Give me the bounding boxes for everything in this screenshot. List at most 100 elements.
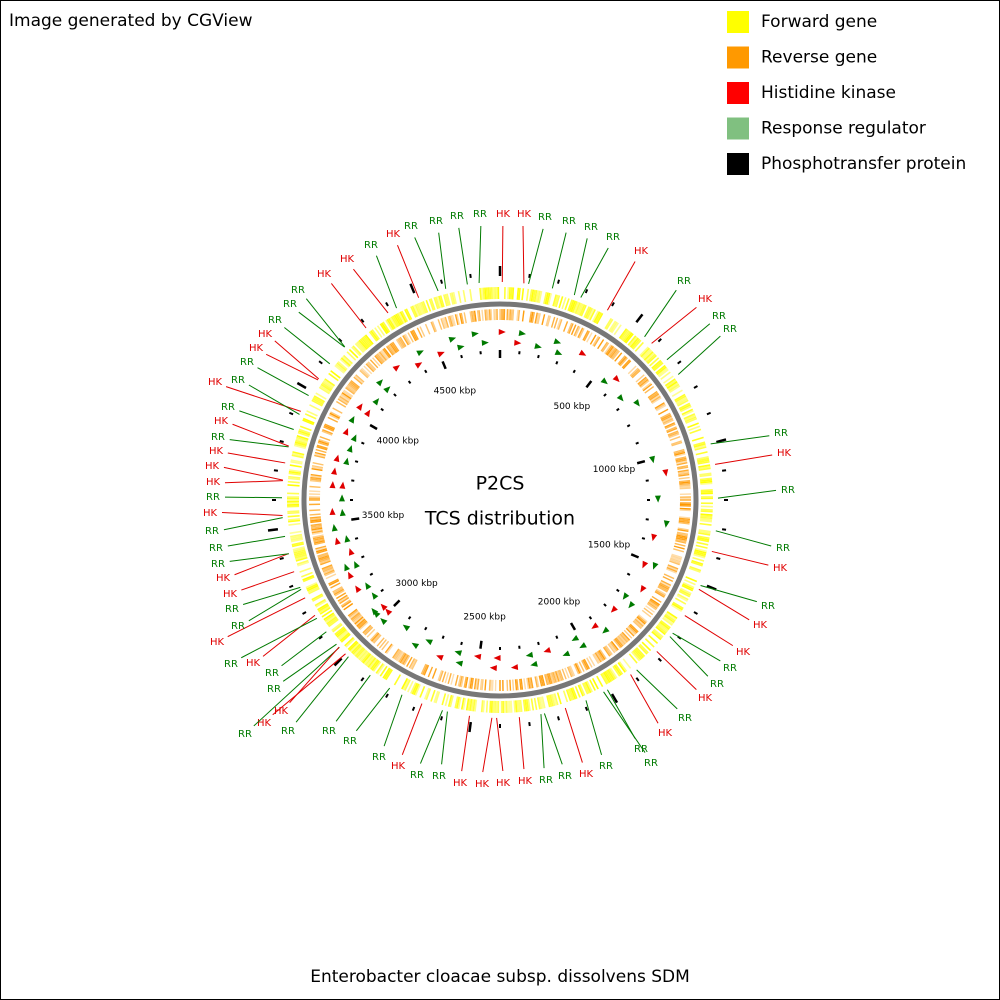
forward-gene xyxy=(567,299,573,312)
label-leader xyxy=(223,517,283,531)
forward-gene xyxy=(322,380,334,389)
forward-gene xyxy=(348,641,359,652)
feature-marker xyxy=(591,622,599,629)
reverse-gene xyxy=(441,671,447,683)
reverse-gene xyxy=(578,328,585,339)
reverse-gene xyxy=(327,416,339,423)
reverse-gene xyxy=(376,353,385,363)
feature-marker xyxy=(363,409,371,418)
forward-gene xyxy=(674,597,687,605)
inner-tick xyxy=(380,407,384,412)
forward-gene xyxy=(541,696,546,709)
forward-gene xyxy=(361,652,371,663)
outer-tick xyxy=(409,283,416,294)
forward-gene xyxy=(307,586,320,593)
forward-gene xyxy=(525,288,530,301)
reverse-gene xyxy=(546,315,552,327)
reverse-gene xyxy=(424,323,431,335)
reverse-gene xyxy=(588,656,596,667)
forward-gene xyxy=(402,678,410,691)
outer-tick xyxy=(385,302,389,307)
forward-gene xyxy=(655,626,666,636)
reverse-gene xyxy=(349,610,360,619)
forward-gene xyxy=(296,559,309,565)
forward-gene xyxy=(568,299,575,312)
forward-gene xyxy=(290,533,303,538)
forward-gene xyxy=(362,653,372,664)
feature-marker xyxy=(339,481,346,489)
forward-gene xyxy=(328,372,339,382)
feature-marker xyxy=(348,416,355,424)
feature-marker xyxy=(579,642,587,649)
forward-gene xyxy=(288,477,301,481)
reverse-gene xyxy=(535,676,540,688)
reverse-gene xyxy=(635,374,645,383)
feature-marker xyxy=(339,508,346,517)
reverse-gene xyxy=(406,656,413,667)
forward-gene xyxy=(607,669,615,681)
reverse-gene xyxy=(530,311,534,323)
label-leader xyxy=(221,511,283,516)
reverse-gene xyxy=(403,334,411,345)
forward-gene xyxy=(627,335,637,346)
forward-gene xyxy=(671,602,683,611)
forward-gene xyxy=(658,622,669,632)
forward-gene xyxy=(693,441,706,447)
forward-gene xyxy=(508,700,511,713)
forward-gene xyxy=(435,296,441,309)
feature-label: RR xyxy=(322,726,336,737)
reverse-gene xyxy=(318,440,330,446)
reverse-gene xyxy=(351,613,361,622)
reverse-gene xyxy=(676,464,689,469)
outer-tick xyxy=(440,279,443,284)
forward-gene xyxy=(362,336,372,347)
reverse-gene xyxy=(402,335,409,346)
label-leader xyxy=(714,454,773,465)
label-leader xyxy=(253,647,340,727)
reverse-gene xyxy=(315,546,327,552)
forward-gene xyxy=(591,310,599,322)
reverse-gene xyxy=(310,478,322,481)
label-leader xyxy=(281,631,327,667)
reverse-gene xyxy=(353,615,363,624)
reverse-gene xyxy=(322,566,334,573)
label-leader xyxy=(401,703,423,755)
reverse-gene xyxy=(318,438,330,444)
reverse-gene xyxy=(570,324,577,336)
forward-gene xyxy=(694,549,707,554)
forward-gene xyxy=(533,290,538,303)
forward-gene xyxy=(298,428,311,435)
reverse-gene xyxy=(330,411,341,418)
label-leader xyxy=(284,327,331,365)
reverse-gene xyxy=(460,312,465,324)
reverse-gene xyxy=(637,376,647,385)
forward-gene xyxy=(594,312,602,324)
forward-gene xyxy=(697,459,710,464)
reverse-gene xyxy=(324,570,336,577)
reverse-gene xyxy=(431,321,438,332)
label-leader xyxy=(656,651,697,691)
reverse-gene xyxy=(310,476,322,480)
forward-gene xyxy=(609,321,618,333)
reverse-gene xyxy=(649,599,660,607)
reverse-gene xyxy=(343,389,354,398)
forward-gene xyxy=(293,550,306,556)
legend-swatch xyxy=(727,11,749,33)
outer-tick xyxy=(635,677,640,682)
reverse-gene xyxy=(557,319,563,330)
feature-label: HK xyxy=(249,343,264,354)
forward-gene xyxy=(583,682,590,694)
reverse-gene xyxy=(655,403,666,411)
forward-gene xyxy=(413,683,420,696)
reverse-gene xyxy=(601,342,610,353)
reverse-gene xyxy=(606,345,615,356)
forward-gene xyxy=(354,647,365,657)
forward-gene xyxy=(484,287,487,300)
forward-gene xyxy=(698,467,711,471)
reverse-gene xyxy=(488,679,491,691)
forward-gene xyxy=(294,552,307,557)
forward-gene xyxy=(691,559,704,565)
forward-gene xyxy=(462,697,467,710)
forward-gene xyxy=(324,378,336,387)
reverse-gene xyxy=(539,675,544,687)
